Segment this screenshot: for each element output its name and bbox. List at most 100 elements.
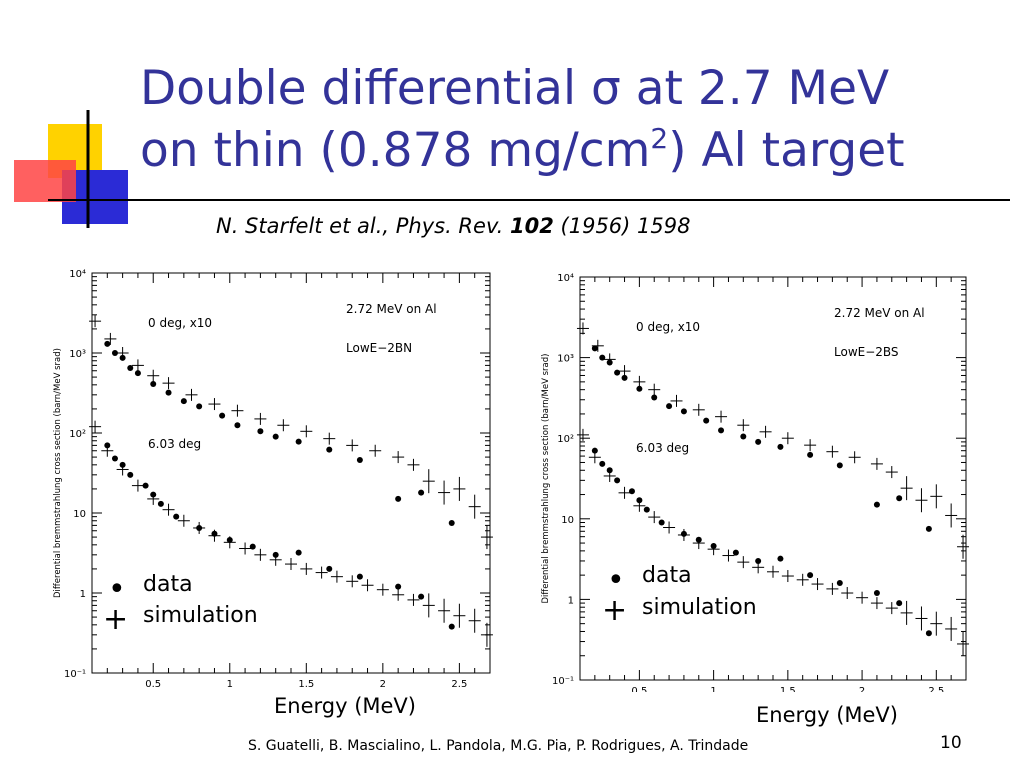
data-point [873, 590, 880, 597]
x-tick-label: 0.5 [145, 679, 161, 690]
y-tick-label: 10 [561, 515, 574, 526]
x-tick-label: 1.5 [298, 679, 314, 690]
chart-model-label: LowE−2BS [834, 345, 899, 359]
simulation-point [177, 514, 190, 527]
data-point [777, 555, 784, 562]
simulation-point [285, 558, 297, 571]
simulation-point [677, 528, 690, 541]
data-point [134, 370, 141, 377]
simulation-point [804, 439, 817, 452]
simulation-point [722, 549, 735, 562]
data-point [418, 593, 425, 600]
simulation-point [957, 631, 970, 656]
data-point [896, 495, 903, 502]
y-tick-label: 10⁴ [557, 273, 574, 284]
simulation-point [633, 499, 646, 512]
simulation-point [885, 602, 898, 615]
simulation-point [759, 425, 772, 438]
simulation-point [692, 537, 705, 550]
data-point [249, 543, 256, 550]
data-point [395, 495, 402, 502]
legend-sim-symbol-right: + [602, 593, 628, 628]
data-point [755, 438, 762, 445]
simulation-point [147, 369, 160, 382]
simulation-point [453, 603, 466, 628]
simulation-point [162, 503, 175, 516]
data-point [127, 471, 134, 478]
data-point [666, 403, 673, 410]
simulation-point [407, 458, 420, 471]
data-point [777, 443, 784, 450]
data-point [173, 513, 180, 520]
xlabel-left: Energy (MeV) [274, 694, 416, 718]
data-point [142, 482, 149, 489]
simulation-point [576, 428, 589, 441]
simulation-point [208, 398, 221, 411]
simulation-point [480, 525, 493, 550]
citation-authors: N. Starfelt et al., Phys. Rev. [216, 214, 511, 238]
simulation-point [603, 353, 616, 366]
simulation-point [330, 570, 343, 583]
y-tick-label: 10³ [69, 349, 86, 360]
data-point [127, 364, 134, 371]
y-tick-label: 10² [69, 429, 86, 440]
simulation-point [392, 451, 405, 464]
data-point [219, 412, 226, 419]
title-line2-text: on thin (0.878 mg/cm [140, 123, 651, 178]
data-point [925, 525, 932, 532]
legend-data-label-right: data [642, 563, 692, 588]
data-point [295, 549, 302, 556]
annotation-6deg: 6.03 deg [636, 441, 689, 455]
legend-data-label-left: data [143, 572, 193, 597]
simulation-point [957, 534, 970, 559]
simulation-point [915, 606, 928, 631]
simulation-point [945, 503, 958, 528]
simulation-point [239, 542, 252, 555]
simulation-point [737, 556, 750, 569]
data-point [591, 447, 598, 454]
x-tick-label: 2.5 [928, 686, 944, 692]
data-point [718, 427, 725, 434]
deco-red-square [14, 160, 76, 202]
x-tick-label: 1 [227, 679, 233, 690]
data-point [448, 623, 455, 630]
citation: N. Starfelt et al., Phys. Rev. 102 (1956… [216, 214, 690, 238]
page-number: 10 [940, 733, 962, 753]
data-point [326, 565, 333, 572]
data-point [180, 398, 187, 405]
simulation-point [781, 570, 794, 583]
data-point [599, 460, 606, 467]
simulation-point [576, 322, 589, 335]
x-tick-label: 2.5 [451, 679, 467, 690]
plot-frame [579, 276, 967, 681]
citation-year-page: (1956) 1598 [553, 214, 691, 238]
data-point [591, 345, 598, 352]
data-point [614, 369, 621, 376]
data-point [295, 438, 302, 445]
data-point [448, 519, 455, 526]
x-tick-label: 1.5 [780, 686, 796, 692]
simulation-point [826, 445, 839, 458]
simulation-point [588, 451, 601, 464]
simulation-point [468, 494, 481, 519]
simulation-point [101, 444, 114, 457]
chart-title: 2.72 MeV on Al [834, 306, 925, 320]
simulation-point [89, 315, 102, 328]
simulation-point [900, 600, 913, 625]
simulation-point [269, 553, 282, 566]
data-point [111, 350, 118, 356]
data-point [836, 462, 843, 469]
simulation-point [392, 588, 405, 601]
data-point [651, 394, 658, 401]
data-point [807, 451, 814, 458]
simulation-point [453, 476, 466, 501]
simulation-point [930, 611, 943, 636]
simulation-point [870, 597, 883, 610]
x-tick-label: 1 [710, 686, 716, 692]
simulation-point [300, 562, 313, 575]
simulation-point [147, 492, 160, 505]
simulation-point [315, 566, 328, 579]
chart-lowe-2bn: 10⁻¹ 1 10 10² 10³ 10⁴ 0.5 1 1.5 2 2.5 Differential … [53, 269, 493, 690]
simulation-point [254, 412, 267, 425]
